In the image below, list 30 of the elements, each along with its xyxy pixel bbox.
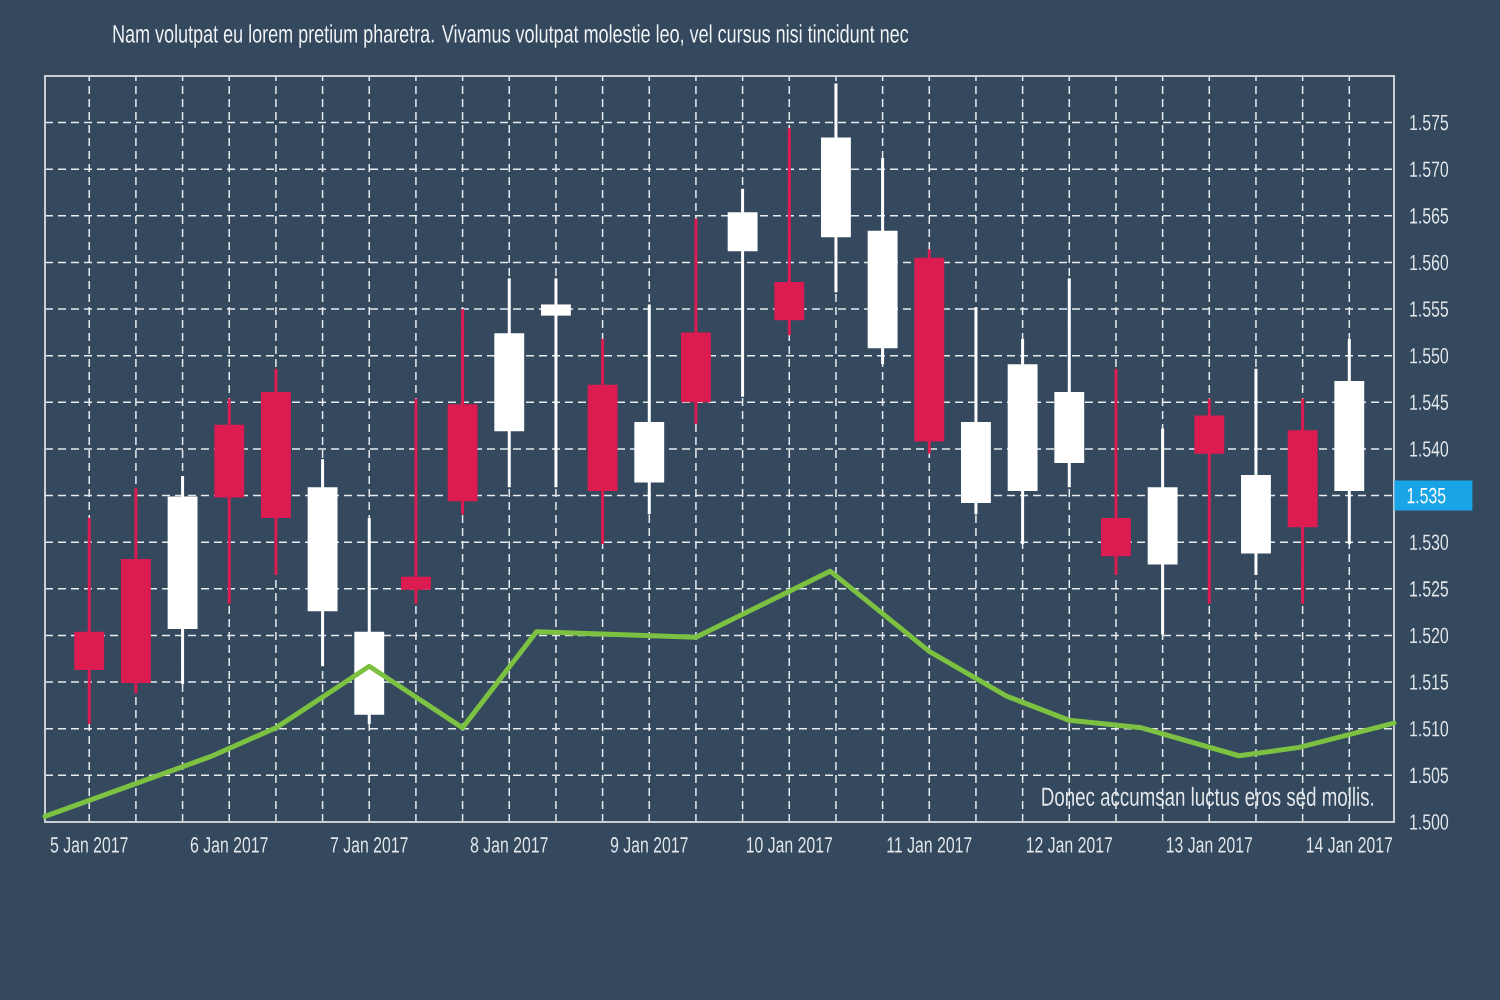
x-tick-label: 7 Jan 2017 — [330, 837, 408, 853]
x-tick-label: 11 Jan 2017 — [887, 837, 972, 853]
y-tick-label: 1.500 — [1410, 814, 1449, 830]
y-tick-label: 1.550 — [1410, 347, 1449, 364]
y-tick-label: 1.515 — [1410, 674, 1449, 690]
y-tick-label: 1.520 — [1410, 627, 1449, 644]
x-tick-label: 5 Jan 2017 — [50, 837, 128, 853]
candlestick — [400, 398, 431, 604]
y-tick-label: 1.545 — [1410, 394, 1449, 411]
x-tick-label: 6 Jan 2017 — [190, 837, 268, 853]
y-tick-label: 1.575 — [1410, 114, 1449, 131]
y-tick-label: 1.560 — [1410, 254, 1449, 271]
y-tick-label: 1.565 — [1410, 208, 1449, 224]
annotation: Donec accumsan luctus eros sed mollis. — [1042, 786, 1374, 806]
y-tick-label: 1.540 — [1410, 441, 1449, 457]
ref-line-label: 1.535 — [1407, 487, 1446, 504]
x-tick-label: 12 Jan 2017 — [1026, 837, 1113, 853]
x-tick-label: 14 Jan 2017 — [1306, 837, 1393, 853]
y-tick-label: 1.570 — [1410, 161, 1449, 178]
y-tick-label: 1.505 — [1410, 767, 1449, 784]
x-tick-label: 9 Jan 2017 — [610, 837, 688, 853]
x-tick-label: 8 Jan 2017 — [470, 837, 548, 853]
y-tick-label: 1.525 — [1410, 581, 1449, 597]
candlestick — [541, 278, 571, 489]
x-tick-label: 10 Jan 2017 — [746, 837, 833, 853]
x-tick-label: 13 Jan 2017 — [1166, 837, 1253, 853]
y-tick-label: 1.510 — [1410, 720, 1449, 737]
chart-title: Nam volutpat eu lorem pretium pharetra. Vivamus volutpat molestie leo, vel cursus nisi tincidunt nec — [113, 24, 909, 48]
y-tick-label: 1.555 — [1410, 301, 1449, 317]
y-tick-label: 1.530 — [1410, 534, 1449, 551]
